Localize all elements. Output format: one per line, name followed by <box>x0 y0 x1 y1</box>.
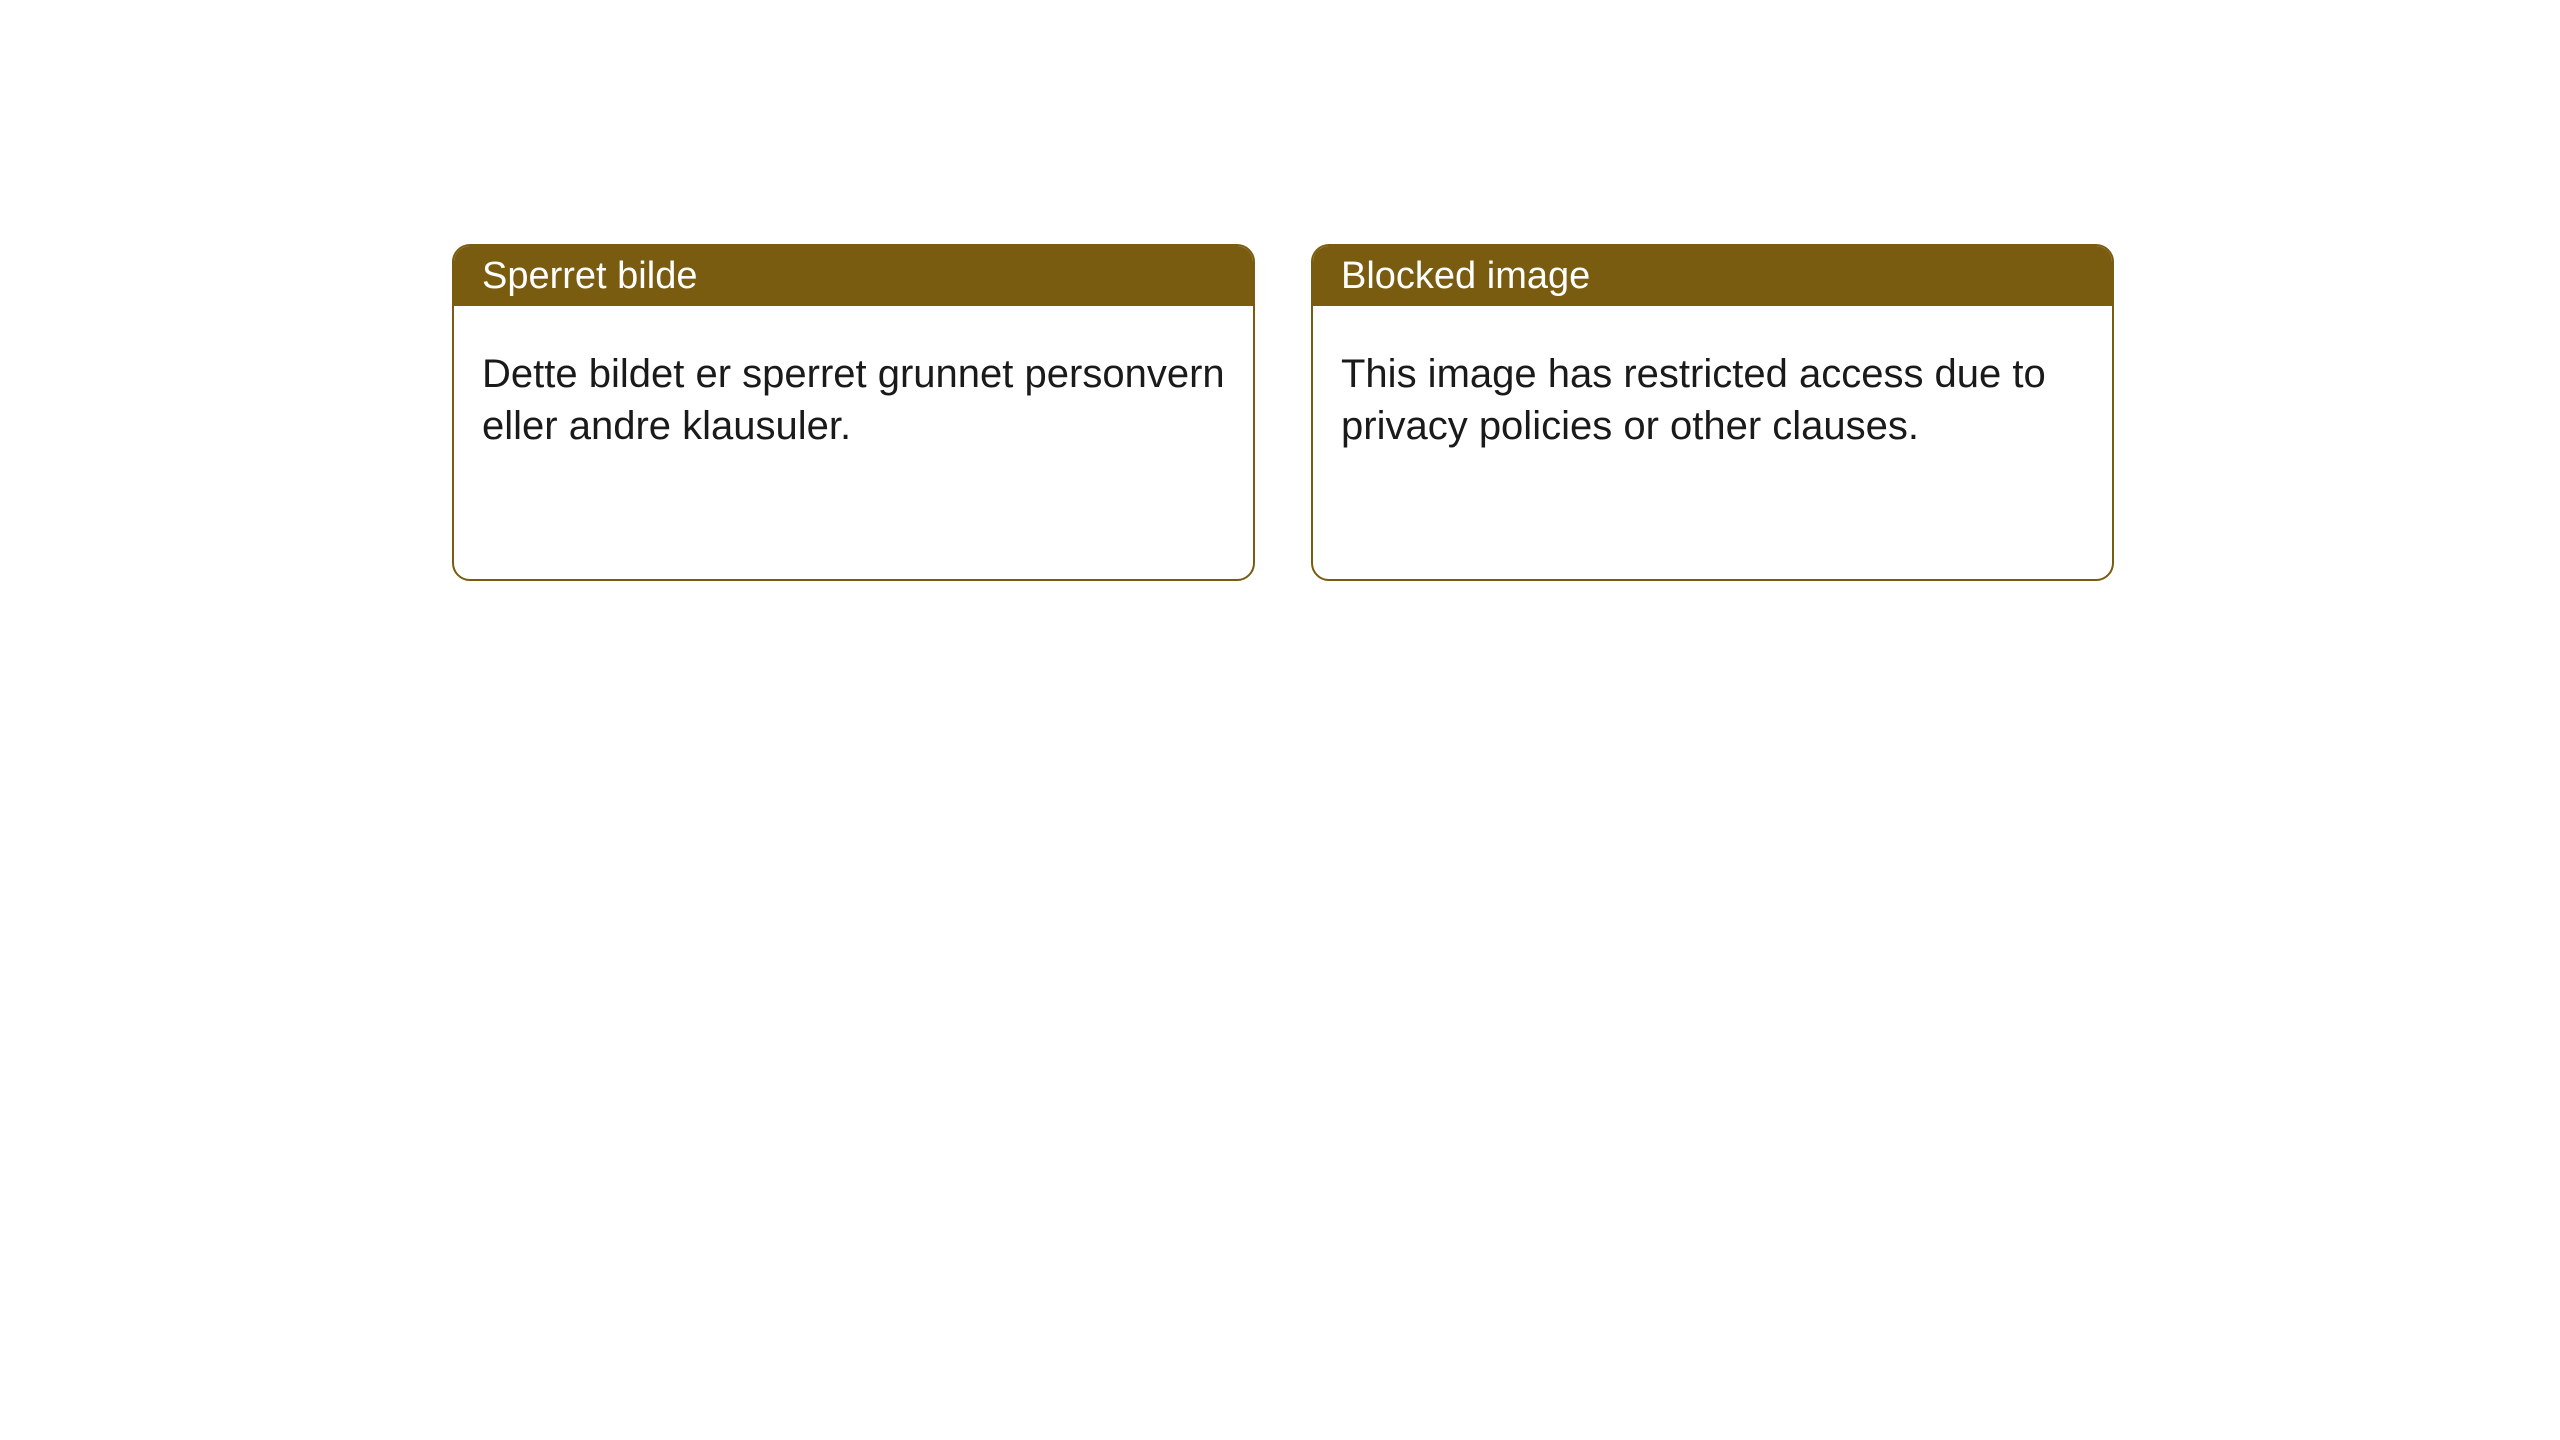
card-body-norwegian: Dette bildet er sperret grunnet personve… <box>454 306 1253 494</box>
card-text-norwegian: Dette bildet er sperret grunnet personve… <box>482 352 1225 448</box>
card-title-english: Blocked image <box>1341 255 1590 298</box>
card-header-english: Blocked image <box>1313 246 2112 306</box>
card-body-english: This image has restricted access due to … <box>1313 306 2112 494</box>
blocked-image-cards: Sperret bilde Dette bildet er sperret gr… <box>452 244 2114 581</box>
card-title-norwegian: Sperret bilde <box>482 255 697 298</box>
card-text-english: This image has restricted access due to … <box>1341 352 2046 448</box>
card-norwegian: Sperret bilde Dette bildet er sperret gr… <box>452 244 1255 581</box>
card-english: Blocked image This image has restricted … <box>1311 244 2114 581</box>
card-header-norwegian: Sperret bilde <box>454 246 1253 306</box>
